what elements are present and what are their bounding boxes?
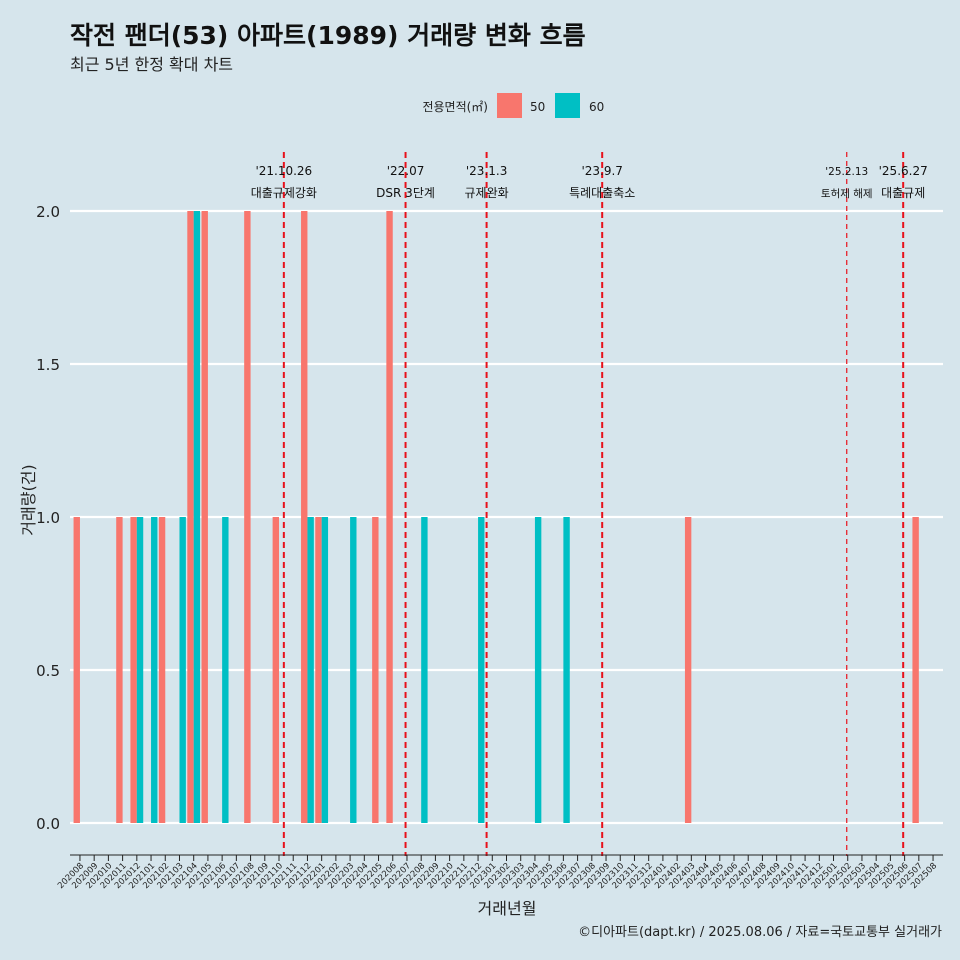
event-date: '21.10.26 bbox=[255, 164, 312, 178]
y-tick-labels: 0.0 0.5 1.0 1.5 2.0 bbox=[36, 203, 60, 833]
y-tick-label: 2.0 bbox=[36, 203, 60, 221]
y-tick-label: 1.5 bbox=[36, 356, 60, 374]
chart-title: 작전 팬더(53) 아파트(1989) 거래량 변화 흐름 bbox=[70, 21, 586, 50]
y-axis-label: 거래량(건) bbox=[19, 464, 38, 535]
event-label: 대출규제 bbox=[881, 186, 925, 200]
event-label: 특례대출축소 bbox=[569, 186, 635, 200]
event-label: 대출규제강화 bbox=[251, 186, 317, 200]
bar-50-202011 bbox=[116, 517, 123, 823]
bar-60-202306 bbox=[563, 517, 570, 823]
bar-60-202103 bbox=[179, 517, 186, 823]
x-axis-label: 거래년월 bbox=[478, 899, 537, 918]
bar-50-202102 bbox=[158, 517, 166, 823]
y-gridlines bbox=[70, 209, 943, 825]
legend-swatch-60 bbox=[555, 93, 580, 118]
legend-label-60: 60 bbox=[589, 100, 604, 114]
event-date: '25.2.13 bbox=[825, 166, 868, 178]
bar-60-202012 bbox=[136, 517, 144, 823]
event-label: 토허제 해제 bbox=[821, 187, 873, 200]
chart-subtitle: 최근 5년 한정 확대 차트 bbox=[70, 55, 233, 74]
bar-50-202205 bbox=[372, 517, 379, 823]
bar-60-202212 bbox=[478, 517, 485, 823]
legend-swatch-50 bbox=[497, 93, 522, 118]
bar-60-202112 bbox=[307, 517, 314, 823]
bar-50-202008 bbox=[73, 517, 80, 823]
bars bbox=[73, 211, 919, 823]
bar-60-202201 bbox=[321, 517, 329, 823]
bar-50-202201 bbox=[315, 517, 322, 823]
event-annotations: '21.10.26 대출규제강화 '22.07 DSR 3단계 '23.1.3 규제완화 '… bbox=[251, 152, 928, 856]
event-label: DSR 3단계 bbox=[376, 186, 435, 200]
bar-60-202106 bbox=[222, 517, 229, 823]
bar-50-202112 bbox=[301, 211, 308, 823]
bar-60-202208 bbox=[421, 517, 428, 823]
event-date: '23.1.3 bbox=[466, 164, 507, 178]
event-label: 규제완화 bbox=[465, 186, 509, 200]
event-date: '25.6.27 bbox=[879, 164, 928, 178]
bar-50-202012 bbox=[130, 517, 137, 823]
bar-50-202104 bbox=[187, 211, 194, 823]
legend-label-50: 50 bbox=[530, 100, 545, 114]
y-tick-label: 1.0 bbox=[36, 509, 60, 527]
bar-60-202101 bbox=[151, 517, 158, 823]
bar-50-202108 bbox=[244, 211, 251, 823]
legend-title: 전용면적(㎡) bbox=[422, 100, 488, 114]
bar-50-202110 bbox=[272, 517, 280, 823]
y-tick-label: 0.0 bbox=[36, 815, 60, 833]
bar-60-202203 bbox=[350, 517, 357, 823]
bar-50-202507 bbox=[912, 517, 919, 823]
bar-50-202403 bbox=[684, 517, 692, 823]
y-tick-label: 0.5 bbox=[36, 662, 60, 680]
event-date: '23.9.7 bbox=[581, 164, 622, 178]
bar-60-202304 bbox=[534, 517, 542, 823]
x-axis: 2020082020092020102020112020122021012021… bbox=[56, 854, 943, 891]
event-date: '22.07 bbox=[387, 164, 425, 178]
bar-50-202105 bbox=[201, 211, 208, 823]
legend: 전용면적(㎡) 50 60 bbox=[422, 93, 604, 118]
caption: ©디아파트(dapt.kr) / 2025.08.06 / 자료=국토교통부 실… bbox=[578, 925, 942, 940]
bar-50-202206 bbox=[386, 211, 393, 823]
bar-60-202104 bbox=[193, 211, 201, 823]
